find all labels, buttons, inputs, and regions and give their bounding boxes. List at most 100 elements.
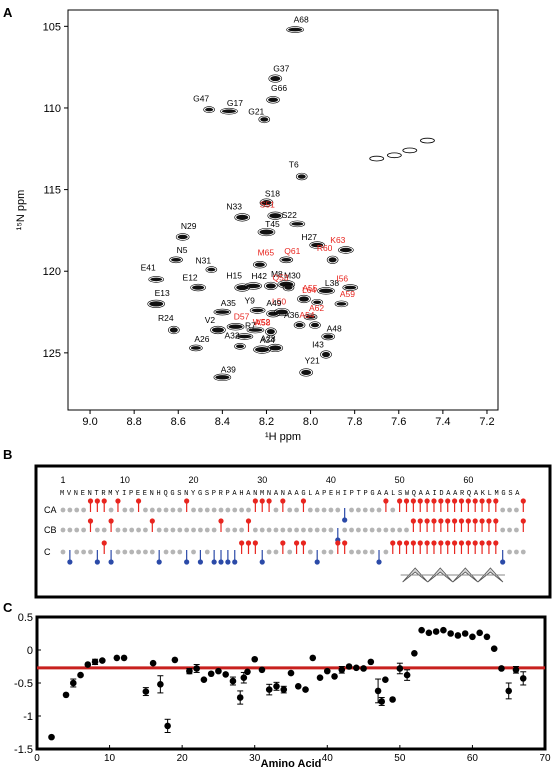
panel-b-chemical-shift-index: 1 10 20 30 40 50 60 MVNENTRMYIPEENHQGSNYGSPRPA… (34, 464, 552, 599)
lollipop-neutral (177, 549, 183, 555)
lollipop-neutral (198, 507, 203, 513)
peak-label: A55 (302, 283, 317, 293)
lollipop-neutral (136, 527, 141, 533)
lollipop-neutral (259, 527, 265, 533)
lollipop-neutral (156, 507, 162, 513)
lollipop-neutral (307, 549, 313, 555)
peak-label: A54 (299, 310, 314, 320)
lollipop-neutral (369, 527, 375, 533)
peak-label: G17 (227, 98, 243, 108)
peak-core (265, 283, 276, 289)
lollipop-neutral (129, 527, 135, 533)
lollipop-positive (493, 540, 499, 546)
y-tick-label: 110 (43, 103, 61, 115)
peak: N5 (169, 245, 188, 264)
lollipop-positive (472, 498, 478, 504)
peak-core (228, 324, 243, 329)
lollipop-positive (266, 498, 272, 504)
lollipop-neutral (184, 527, 190, 533)
data-point (483, 633, 491, 641)
lollipop-neutral (514, 507, 519, 513)
peak: N29 (175, 221, 197, 241)
peak-label: E13 (155, 288, 170, 298)
peak-core (323, 334, 334, 339)
lollipop-neutral (163, 549, 169, 555)
lollipop-neutral (404, 527, 409, 533)
peak-label: Y21 (305, 355, 320, 365)
peak-contour (213, 308, 232, 316)
peak-core (295, 322, 304, 328)
data-point (382, 676, 389, 683)
lollipop-positive (451, 540, 458, 546)
peak-label: A34 (260, 335, 275, 345)
peak-label: S18 (265, 189, 280, 199)
peak-contour (299, 368, 313, 377)
x-tick-label: 20 (177, 753, 189, 764)
lollipop-positive (390, 540, 396, 546)
peak-contour (210, 325, 226, 335)
lollipop-positive (458, 518, 465, 524)
peak-label: N31 (196, 256, 212, 266)
lollipop-neutral (356, 507, 361, 513)
data-point (258, 666, 266, 674)
peak-contour (189, 344, 203, 352)
lollipop-positive (445, 540, 451, 546)
data-point (440, 626, 447, 634)
peak: A28 (253, 334, 276, 354)
lollipop-neutral (101, 527, 107, 533)
side-chain-peak (386, 152, 402, 159)
residue-number: 50 (395, 475, 405, 485)
lollipop-negative (67, 559, 73, 565)
peak-core (150, 277, 163, 282)
lollipop-neutral (252, 527, 258, 533)
lollipop-positive (94, 498, 100, 504)
lollipop-neutral (204, 507, 210, 513)
peak-label: A62 (309, 303, 324, 313)
y-tick-label: 105 (43, 21, 61, 33)
data-point (91, 658, 99, 666)
peak-contour (317, 287, 335, 295)
peak-core (322, 351, 330, 358)
lollipop-neutral (321, 549, 327, 555)
peak: M65 (253, 248, 274, 269)
peak-contour (268, 74, 283, 83)
lollipop-positive (115, 498, 121, 504)
peak-core (236, 344, 244, 349)
data-point (353, 664, 360, 672)
peak-label: R7 (245, 321, 256, 331)
x-tick-label: 7.4 (435, 416, 450, 428)
peak-contour (213, 373, 232, 382)
lollipop-positive (300, 498, 307, 504)
peak: E12 (183, 273, 206, 292)
peak-contour (235, 333, 254, 340)
lollipop-neutral (273, 549, 279, 555)
lollipop-positive (410, 518, 416, 524)
panel-c-x-ticks: 0 10 20 30 40 50 60 70 (34, 745, 551, 764)
peak-core (149, 301, 164, 307)
lollipop-negative (218, 559, 224, 565)
lollipop-negative (376, 559, 382, 565)
peak-core (207, 267, 216, 272)
residue-number: 20 (189, 475, 199, 485)
lollipop-neutral (266, 549, 272, 555)
data-point (316, 674, 324, 682)
data-point (418, 626, 425, 634)
lollipop-positive (108, 518, 114, 524)
lollipop-neutral (314, 507, 320, 513)
peak: A58 (255, 318, 277, 336)
data-point (113, 654, 121, 662)
peak: L38 (317, 278, 339, 295)
lollipop-neutral (170, 549, 176, 555)
y-tick-label: -0.5 (14, 678, 33, 690)
lollipop-neutral (74, 527, 80, 533)
peak-contour (297, 294, 311, 304)
lollipop-neutral (507, 507, 512, 513)
data-point (294, 683, 302, 690)
peak: A26 (189, 334, 210, 352)
peak-contour (258, 115, 271, 124)
peak-core (297, 174, 306, 179)
lollipop-neutral (170, 507, 176, 513)
peak-core (246, 283, 261, 289)
peak-label: Q61 (284, 246, 300, 256)
peak-contour (246, 326, 265, 334)
